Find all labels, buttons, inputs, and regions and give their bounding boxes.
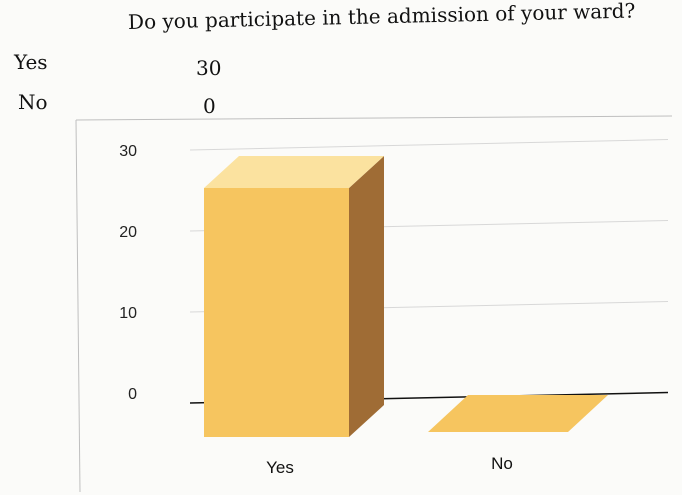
summary-yes-label: Yes: [14, 50, 48, 74]
plot-frame-left: [75, 119, 81, 493]
y-tick-label: 20: [119, 224, 137, 241]
summary-no-label: No: [18, 90, 48, 114]
plot-frame-top: [75, 115, 673, 121]
bar-front: [204, 188, 349, 437]
gridline: [189, 138, 669, 151]
y-tick-label: 30: [119, 143, 137, 160]
y-tick-label: 0: [128, 386, 137, 403]
bar-top: [204, 156, 384, 188]
y-tick-label: 10: [119, 305, 137, 322]
summary-yes-value: 30: [196, 56, 222, 80]
bar-side: [349, 156, 384, 437]
x-category-label: Yes: [266, 458, 294, 477]
summary-no-value: 0: [203, 94, 216, 118]
bar-flat: [428, 395, 608, 432]
x-category-label: No: [491, 454, 513, 473]
